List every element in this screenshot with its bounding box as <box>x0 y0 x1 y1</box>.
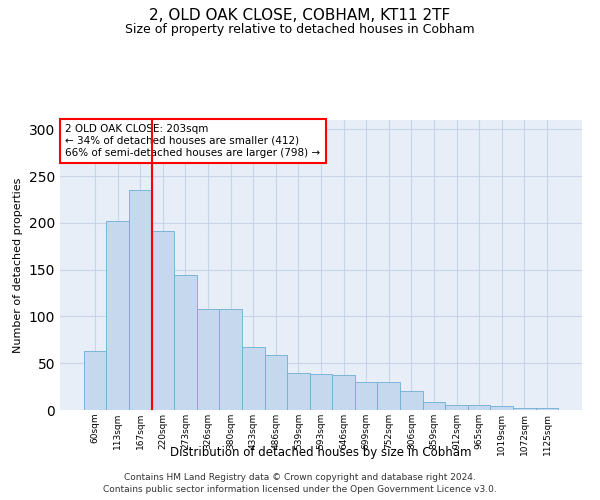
Bar <box>355 382 377 410</box>
Bar <box>220 309 242 410</box>
Bar <box>287 372 310 410</box>
Bar <box>310 374 332 410</box>
Bar <box>468 406 490 410</box>
Bar <box>332 376 355 410</box>
Bar <box>490 406 513 410</box>
Bar <box>129 190 152 410</box>
Bar <box>242 348 265 410</box>
Text: Size of property relative to detached houses in Cobham: Size of property relative to detached ho… <box>125 22 475 36</box>
Text: 2, OLD OAK CLOSE, COBHAM, KT11 2TF: 2, OLD OAK CLOSE, COBHAM, KT11 2TF <box>149 8 451 22</box>
Bar <box>152 232 174 410</box>
Y-axis label: Number of detached properties: Number of detached properties <box>13 178 23 352</box>
Bar <box>445 406 468 410</box>
Bar <box>174 276 197 410</box>
Bar <box>400 392 422 410</box>
Text: 2 OLD OAK CLOSE: 203sqm
← 34% of detached houses are smaller (412)
66% of semi-d: 2 OLD OAK CLOSE: 203sqm ← 34% of detache… <box>65 124 320 158</box>
Text: Distribution of detached houses by size in Cobham: Distribution of detached houses by size … <box>170 446 472 459</box>
Bar <box>513 408 536 410</box>
Bar <box>265 355 287 410</box>
Bar <box>422 402 445 410</box>
Text: Contains public sector information licensed under the Open Government Licence v3: Contains public sector information licen… <box>103 486 497 494</box>
Bar <box>197 309 220 410</box>
Bar <box>106 221 129 410</box>
Bar <box>377 382 400 410</box>
Bar <box>536 408 558 410</box>
Bar <box>84 351 106 410</box>
Text: Contains HM Land Registry data © Crown copyright and database right 2024.: Contains HM Land Registry data © Crown c… <box>124 473 476 482</box>
